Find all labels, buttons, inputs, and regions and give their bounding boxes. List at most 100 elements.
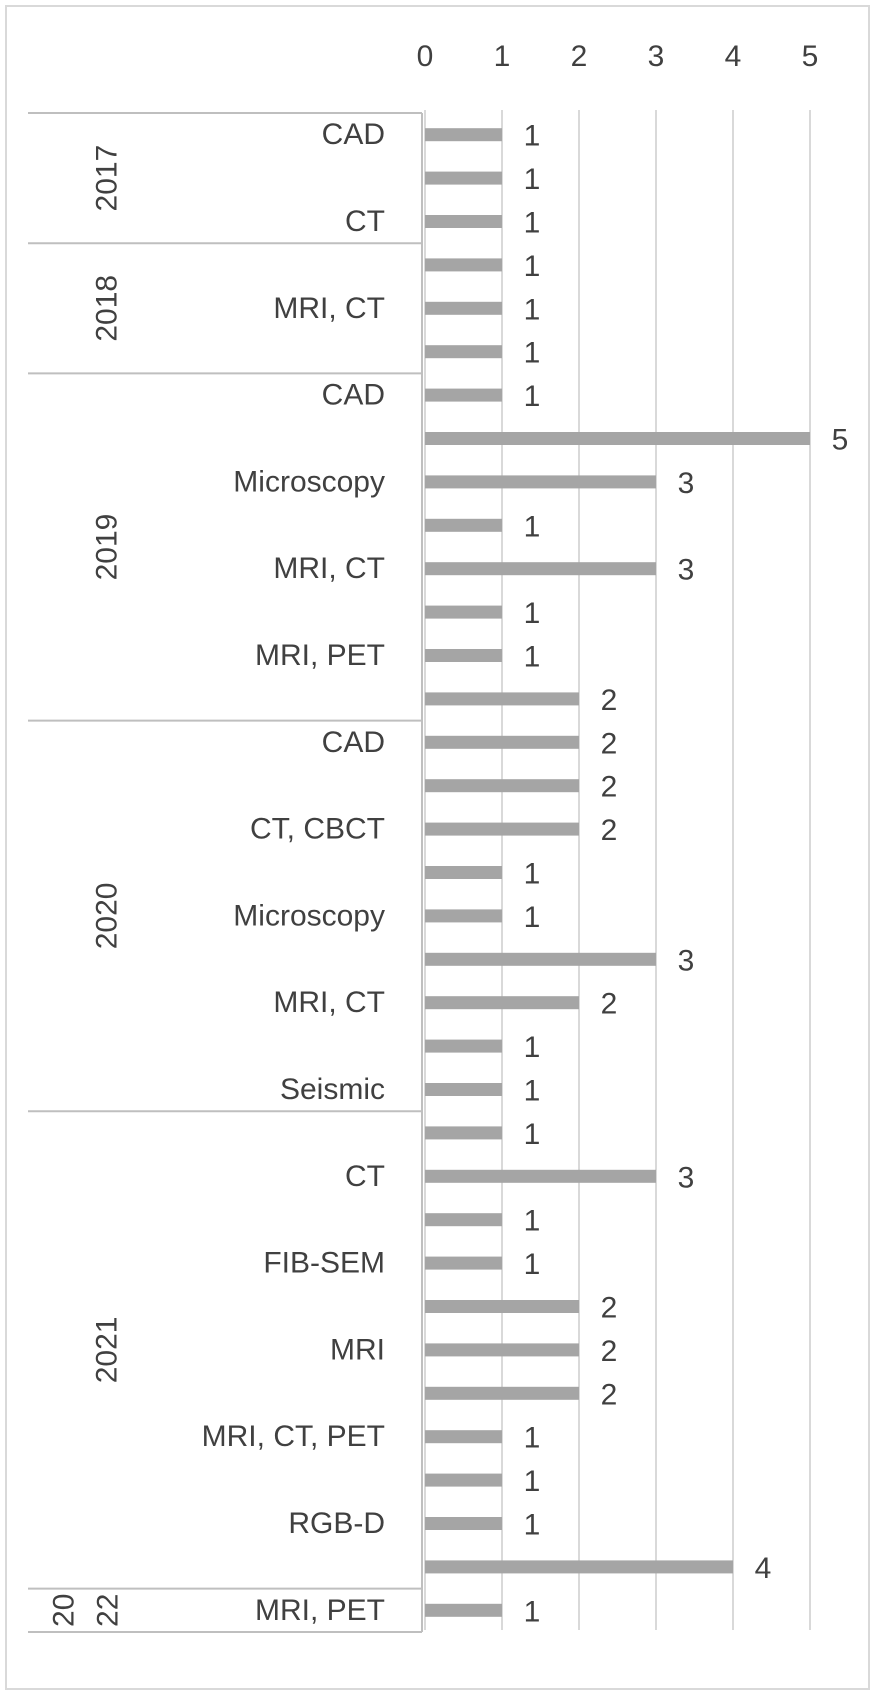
bar bbox=[425, 866, 502, 879]
bar bbox=[425, 1256, 502, 1270]
bar bbox=[425, 562, 656, 576]
category-label: MRI, CT bbox=[273, 292, 385, 325]
value-labels: 1 1 1 1 1 1 1 5 3 1 3 1 1 2 2 2 2 1 1 3 2 1 1 1 3 1 1 2 2 2 1 1 1 4 1 bbox=[524, 120, 849, 1629]
value-label: 3 bbox=[678, 554, 695, 587]
bar bbox=[425, 518, 502, 532]
x-axis-tick-labels: 0 1 2 3 4 5 bbox=[417, 40, 819, 73]
value-label: 3 bbox=[678, 1161, 695, 1194]
x-tick-label: 4 bbox=[725, 40, 742, 73]
value-label: 2 bbox=[601, 727, 618, 760]
bar bbox=[425, 301, 502, 315]
value-label: 1 bbox=[524, 597, 541, 630]
x-tick-label: 2 bbox=[571, 40, 588, 73]
value-label: 1 bbox=[524, 901, 541, 934]
bar bbox=[425, 432, 810, 445]
bar bbox=[425, 909, 502, 923]
value-label: 4 bbox=[755, 1552, 772, 1585]
bar bbox=[425, 1213, 502, 1227]
value-label: 1 bbox=[524, 207, 541, 240]
bar bbox=[425, 171, 502, 185]
category-label: MRI, CT bbox=[273, 986, 385, 1019]
value-label: 2 bbox=[601, 771, 618, 804]
year-label: 2017 bbox=[91, 145, 124, 212]
category-labels: CAD CT MRI, CT CAD Microscopy MRI, CT MRI, PET… bbox=[202, 118, 385, 1627]
bar bbox=[425, 1386, 579, 1400]
bar bbox=[425, 1517, 502, 1530]
category-label: MRI bbox=[330, 1333, 385, 1366]
bar bbox=[425, 1603, 502, 1617]
value-label: 1 bbox=[524, 1075, 541, 1108]
category-label: CT bbox=[345, 205, 385, 238]
value-label: 2 bbox=[601, 1378, 618, 1411]
bar bbox=[425, 1430, 502, 1444]
bar bbox=[425, 952, 656, 966]
x-tick-label: 0 bbox=[417, 40, 434, 73]
bar bbox=[425, 1343, 579, 1357]
value-label: 1 bbox=[524, 641, 541, 674]
value-label: 1 bbox=[524, 1509, 541, 1542]
category-label: FIB-SEM bbox=[263, 1247, 385, 1280]
bar bbox=[425, 128, 502, 142]
bar bbox=[425, 345, 502, 359]
category-label: Microscopy bbox=[233, 465, 385, 498]
value-label: 1 bbox=[524, 250, 541, 283]
category-label: CAD bbox=[322, 379, 385, 412]
year-label-part: 22 bbox=[92, 1594, 125, 1627]
category-label: CAD bbox=[322, 726, 385, 759]
year-label: 2020 bbox=[91, 883, 124, 950]
bar bbox=[425, 1300, 579, 1313]
bar bbox=[425, 1169, 656, 1183]
bar bbox=[425, 1039, 502, 1053]
bar bbox=[425, 215, 502, 228]
value-label: 1 bbox=[524, 293, 541, 326]
value-label: 5 bbox=[832, 424, 849, 457]
bar bbox=[425, 1473, 502, 1487]
value-label: 2 bbox=[601, 1292, 618, 1325]
category-label: CT, CBCT bbox=[250, 813, 385, 846]
value-label: 3 bbox=[678, 944, 695, 977]
category-label: Seismic bbox=[280, 1073, 385, 1106]
value-label: 1 bbox=[524, 1031, 541, 1064]
gridlines bbox=[424, 110, 811, 1630]
bar bbox=[425, 605, 502, 619]
x-tick-label: 1 bbox=[494, 40, 511, 73]
value-label: 1 bbox=[524, 1465, 541, 1498]
bar bbox=[425, 822, 579, 836]
year-label-part: 20 bbox=[48, 1594, 81, 1627]
bars bbox=[425, 128, 810, 1617]
value-label: 1 bbox=[524, 163, 541, 196]
value-label: 1 bbox=[524, 337, 541, 370]
bar bbox=[425, 1560, 733, 1574]
value-label: 1 bbox=[524, 120, 541, 153]
category-label: RGB-D bbox=[288, 1507, 385, 1540]
bar bbox=[425, 996, 579, 1010]
bar bbox=[425, 388, 502, 402]
x-tick-label: 5 bbox=[802, 40, 819, 73]
chart-frame bbox=[5, 5, 870, 1690]
bar bbox=[425, 779, 579, 793]
value-label: 2 bbox=[601, 988, 618, 1021]
bar bbox=[425, 1126, 502, 1140]
value-label: 2 bbox=[601, 684, 618, 717]
value-label: 2 bbox=[601, 1335, 618, 1368]
year-label: 2019 bbox=[91, 514, 124, 581]
category-label: CT bbox=[345, 1160, 385, 1193]
category-label: MRI, PET bbox=[255, 1594, 385, 1627]
category-label: Microscopy bbox=[233, 899, 385, 932]
value-label: 1 bbox=[524, 380, 541, 413]
value-label: 2 bbox=[601, 814, 618, 847]
value-label: 1 bbox=[524, 858, 541, 891]
value-label: 1 bbox=[524, 1595, 541, 1628]
year-label: 2021 bbox=[91, 1317, 124, 1384]
category-label: MRI, CT bbox=[273, 552, 385, 585]
bar bbox=[425, 1083, 502, 1096]
category-label: CAD bbox=[322, 118, 385, 151]
value-label: 1 bbox=[524, 510, 541, 543]
bar bbox=[425, 475, 656, 489]
year-label: 2018 bbox=[91, 275, 124, 342]
category-label: MRI, CT, PET bbox=[202, 1420, 385, 1453]
x-tick-label: 3 bbox=[648, 40, 665, 73]
value-label: 3 bbox=[678, 467, 695, 500]
